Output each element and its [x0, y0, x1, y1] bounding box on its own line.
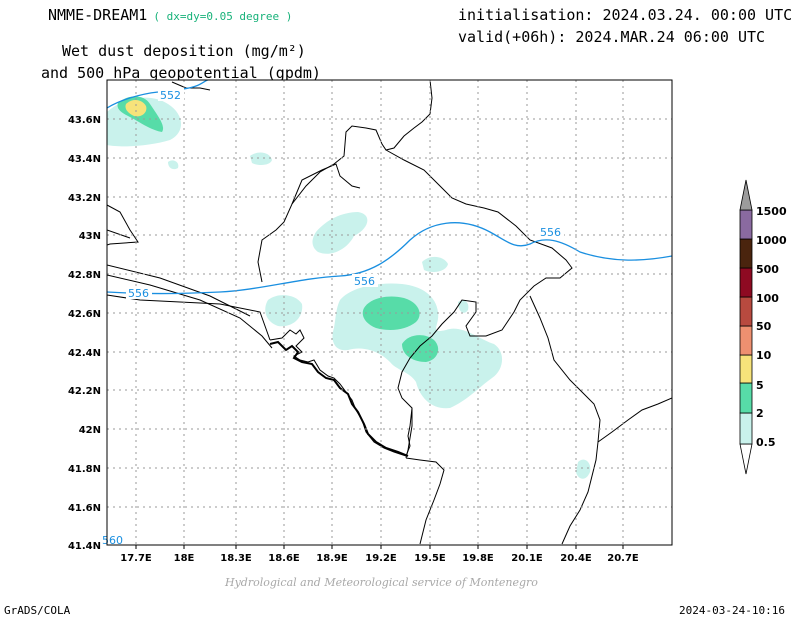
y-tick-label: 42N [79, 425, 101, 436]
y-tick-label: 43.6N [68, 115, 101, 126]
y-tick-label: 42.6N [68, 309, 101, 320]
contour-label-552: 552 [160, 89, 181, 102]
legend-label: 10 [756, 349, 772, 362]
model-name: NMME-DREAM1 [48, 6, 148, 24]
legend-swatch-0.5 [739, 412, 753, 445]
legend-swatch-5 [739, 354, 753, 384]
legend-label: 0.5 [756, 436, 776, 449]
legend-swatch-1000 [739, 209, 753, 240]
valid-time: valid(+06h): 2024.MAR.24 06:00 UTC [458, 28, 766, 46]
model-title: NMME-DREAM1 ( dx=dy=0.05 degree ) [48, 6, 292, 24]
contour-label-556-west: 556 [128, 287, 149, 300]
legend-colorbar [739, 179, 753, 475]
contour-labels: 552 556 556 556 560 [102, 88, 564, 547]
x-tick-label: 18.6E [268, 553, 300, 564]
y-tick-label: 42.8N [68, 270, 101, 281]
legend-swatch-50 [739, 296, 753, 327]
x-tick-label: 19.2E [365, 553, 397, 564]
x-tick-marks [135, 545, 624, 549]
legend-label: 1500 [756, 205, 787, 218]
y-tick-label: 43N [79, 231, 101, 242]
legend-swatch-2 [739, 382, 753, 414]
legend-swatch-10 [739, 325, 753, 356]
legend-label: 1000 [756, 234, 787, 247]
legend-label: 500 [756, 263, 779, 276]
x-axis-labels: 17.7E 18E 18.3E 18.6E 18.9E 19.2E 19.5E … [120, 553, 639, 564]
borders [107, 80, 672, 545]
dust-shading [107, 96, 591, 479]
legend-upper-arrow [739, 179, 753, 211]
y-tick-label: 41.8N [68, 464, 101, 475]
software-label: GrADS/COLA [4, 604, 71, 617]
y-tick-label: 42.4N [68, 348, 101, 359]
model-resolution: ( dx=dy=0.05 degree ) [153, 10, 293, 23]
variable-title-line2: and 500 hPa geopotential (gpdm) [41, 64, 321, 82]
contour-label-556-center: 556 [354, 275, 375, 288]
x-tick-label: 20.4E [560, 553, 592, 564]
x-tick-label: 19.8E [462, 553, 494, 564]
map-frame [106, 79, 673, 546]
y-tick-label: 41.4N [68, 541, 101, 552]
x-tick-label: 18.9E [316, 553, 348, 564]
y-tick-label: 41.6N [68, 503, 101, 514]
legend-lower-arrow [739, 443, 753, 475]
x-tick-label: 18E [174, 553, 195, 564]
legend-label: 100 [756, 292, 779, 305]
legend-swatch-100 [739, 267, 753, 298]
timestamp-label: 2024-03-24-10:16 [679, 604, 785, 617]
x-tick-label: 19.5E [414, 553, 446, 564]
lat-lon-grid [107, 80, 672, 545]
init-time: initialisation: 2024.03.24. 00:00 UTC [458, 6, 793, 24]
y-tick-label: 42.2N [68, 386, 101, 397]
coastline [269, 340, 409, 457]
variable-title-line1: Wet dust deposition (mg/m²) [62, 42, 306, 60]
legend-label: 5 [756, 379, 764, 392]
legend-label: 2 [756, 407, 764, 420]
credit-text: Hydrological and Meteorological service … [225, 576, 538, 589]
y-tick-label: 43.2N [68, 193, 101, 204]
x-tick-label: 20.7E [607, 553, 639, 564]
y-axis-labels: 43.6N 43.4N 43.2N 43N 42.8N 42.6N 42.4N … [68, 115, 101, 552]
x-tick-label: 17.7E [120, 553, 152, 564]
legend-label: 50 [756, 320, 772, 333]
x-tick-label: 18.3E [220, 553, 252, 564]
contour-label-556-east: 556 [540, 226, 561, 239]
legend-swatch-500 [739, 238, 753, 269]
y-tick-label: 43.4N [68, 154, 101, 165]
legend-labels: 0.5 2 5 10 50 100 500 1000 1500 [756, 205, 787, 449]
x-tick-label: 20.1E [511, 553, 543, 564]
